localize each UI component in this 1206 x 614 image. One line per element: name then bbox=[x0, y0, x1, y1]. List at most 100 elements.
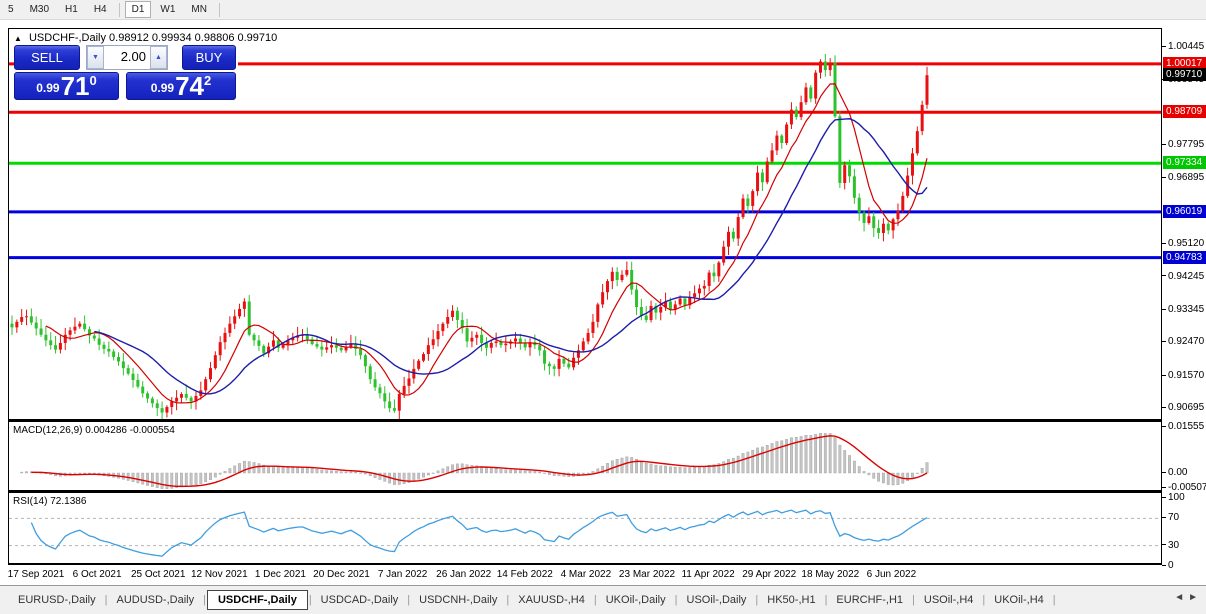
tab-separator: | bbox=[982, 594, 986, 606]
price-axis-tick: 0.92470 bbox=[1162, 336, 1204, 347]
buy-price-main: 74 bbox=[175, 71, 205, 101]
tick-value: 0.94245 bbox=[1168, 270, 1205, 282]
tick-value: 0.90695 bbox=[1168, 402, 1205, 414]
timeframe-button-m30[interactable]: M30 bbox=[29, 4, 50, 15]
symbol-tab-ukoil[interactable]: UKOil-,H4 bbox=[994, 594, 1044, 606]
date-tick-label: 6 Oct 2021 bbox=[72, 569, 122, 580]
timeframe-button-5[interactable]: 5 bbox=[8, 4, 14, 15]
symbol-tab-hk50[interactable]: HK50-,H1 bbox=[767, 594, 816, 606]
chart-window: ▲ USDCHF-,Daily 0.98912 0.99934 0.98806 … bbox=[8, 28, 1162, 565]
buy-price-display[interactable]: 0.99 74 2 bbox=[126, 72, 236, 100]
symbol-tab-eurusd[interactable]: EURUSD-,Daily bbox=[18, 594, 96, 606]
date-tick-label: 25 Oct 2021 bbox=[130, 569, 186, 580]
volume-decrease-button[interactable]: ▼ bbox=[87, 46, 104, 69]
rsi-axis-label: 100 bbox=[1162, 492, 1185, 503]
timeframe-toolbar: 5 M30 H1 H4 D1 W1 MN bbox=[0, 0, 1206, 20]
timeframe-button-h4[interactable]: H4 bbox=[93, 4, 107, 15]
symbol-tab-audusd[interactable]: AUDUSD-,Daily bbox=[116, 594, 195, 606]
symbol-tab-bar: EURUSD-,Daily | AUDUSD-,Daily | USDCHF-,Dail… bbox=[0, 585, 1206, 614]
symbol-tab-usdchf[interactable]: USDCHF-,Daily bbox=[206, 590, 308, 610]
tick-mark bbox=[1162, 406, 1166, 408]
date-tick-label: 1 Dec 2021 bbox=[254, 569, 306, 580]
date-tick-label: 7 Jan 2022 bbox=[377, 569, 428, 580]
chart-title: ▲ USDCHF-,Daily 0.98912 0.99934 0.98806 … bbox=[14, 32, 277, 44]
date-tick-label: 11 Apr 2022 bbox=[681, 569, 735, 580]
sell-price-prefix: 0.99 bbox=[36, 81, 60, 95]
hline-layer bbox=[9, 62, 1161, 260]
tick-mark bbox=[1162, 45, 1166, 47]
tab-separator: | bbox=[1052, 594, 1056, 606]
tab-scroll-left-icon[interactable]: ◄ bbox=[1174, 592, 1189, 603]
toolbar-separator bbox=[218, 2, 220, 17]
tick-value: 1.00445 bbox=[1168, 41, 1205, 52]
macd-panel[interactable]: MACD(12,26,9) 0.004286 -0.000554 bbox=[8, 420, 1162, 491]
symbol-tab-usoil[interactable]: USOil-,Daily bbox=[686, 594, 747, 606]
timeframe-button-d1[interactable]: D1 bbox=[124, 1, 152, 18]
date-tick-label: 20 Dec 2021 bbox=[313, 569, 370, 580]
price-line-badge: 0.99710 bbox=[1163, 68, 1206, 82]
symbol-tab-usdcad[interactable]: USDCAD-,Daily bbox=[320, 594, 399, 606]
timeframe-button-mn[interactable]: MN bbox=[191, 4, 207, 15]
date-tick-label: 23 Mar 2022 bbox=[618, 569, 676, 580]
rsi-axis-label: 0 bbox=[1162, 560, 1174, 571]
tab-scroll-nav: ◄► bbox=[1174, 592, 1202, 603]
sell-price-main: 71 bbox=[60, 71, 90, 101]
tab-separator: | bbox=[104, 594, 108, 606]
price-axis-tick: 0.93345 bbox=[1162, 304, 1204, 315]
macd-label: MACD(12,26,9) 0.004286 -0.000554 bbox=[13, 425, 175, 436]
price-line-badge: 0.94783 bbox=[1163, 250, 1206, 264]
macd-axis-label: 0.01555 bbox=[1162, 421, 1204, 432]
tick-value: 0.91570 bbox=[1168, 369, 1205, 381]
price-axis-tick: 1.00445 bbox=[1162, 41, 1204, 52]
rsi-panel[interactable]: RSI(14) 72.1386 bbox=[8, 491, 1162, 565]
tick-value: 0.92470 bbox=[1168, 336, 1205, 348]
one-click-trade-panel: SELL ▼ 2.00 ▲ BUY 0.99 71 0 0.99 74 2 bbox=[14, 45, 238, 101]
tick-value: 0.96895 bbox=[1168, 172, 1205, 184]
volume-increase-button[interactable]: ▲ bbox=[150, 46, 167, 69]
collapse-arrow-icon[interactable]: ▲ bbox=[14, 34, 22, 43]
rsi-chart-canvas bbox=[9, 509, 1161, 557]
tick-mark bbox=[1162, 143, 1166, 145]
rsi-axis-label: 70 bbox=[1162, 512, 1179, 523]
tab-separator: | bbox=[593, 594, 597, 606]
tick-value: 0.95120 bbox=[1168, 238, 1205, 250]
date-tick-label: 6 Jun 2022 bbox=[866, 569, 917, 580]
macd-histogram bbox=[20, 433, 929, 489]
tick-value: 0.93345 bbox=[1168, 303, 1205, 315]
timeframe-button-h1[interactable]: H1 bbox=[65, 4, 78, 15]
symbol-tab-ukoil[interactable]: UKOil-,Daily bbox=[605, 594, 666, 606]
rsi-axis-label: 30 bbox=[1162, 540, 1179, 551]
date-tick-label: 4 Mar 2022 bbox=[560, 569, 612, 580]
date-tick-label: 18 May 2022 bbox=[801, 569, 860, 580]
tick-mark bbox=[1162, 177, 1166, 179]
symbol-tab-usoil[interactable]: USOil-,H4 bbox=[923, 594, 974, 606]
tick-mark bbox=[1162, 243, 1166, 245]
symbol-tab-usdcnh[interactable]: USDCNH-,Daily bbox=[419, 594, 498, 606]
macd-chart-canvas bbox=[20, 433, 929, 489]
macd-signal-line bbox=[31, 435, 928, 488]
price-line-badge: 0.96019 bbox=[1163, 204, 1206, 218]
symbol-tab-xauusd[interactable]: XAUUSD-,H4 bbox=[518, 594, 585, 606]
price-line-badge: 1.00017 bbox=[1163, 56, 1206, 70]
price-axis-tick: 0.90695 bbox=[1162, 402, 1204, 413]
sell-button[interactable]: SELL bbox=[14, 45, 80, 70]
symbol-tab-eurchf[interactable]: EURCHF-,H1 bbox=[836, 594, 904, 606]
timeframe-button-w1[interactable]: W1 bbox=[160, 4, 176, 15]
date-tick-label: 29 Apr 2022 bbox=[742, 569, 797, 580]
volume-spinner: ▼ 2.00 ▲ bbox=[86, 45, 168, 70]
date-tick-label: 12 Nov 2021 bbox=[190, 569, 248, 580]
rsi-line bbox=[30, 509, 928, 557]
macd-axis-label: -0.00507 bbox=[1162, 482, 1206, 493]
buy-button[interactable]: BUY bbox=[182, 45, 236, 70]
sell-price-display[interactable]: 0.99 71 0 bbox=[14, 72, 119, 100]
tab-scroll-right-icon[interactable]: ► bbox=[1188, 592, 1202, 603]
buy-price-pip: 2 bbox=[204, 73, 212, 88]
volume-input[interactable]: 2.00 bbox=[120, 49, 146, 64]
candlestick-chart-canvas[interactable] bbox=[9, 29, 1161, 419]
date-axis: 17 Sep 2021 6 Oct 2021 25 Oct 2021 12 Nov 2… bbox=[8, 565, 1162, 585]
date-tick-label: 14 Feb 2022 bbox=[496, 569, 553, 580]
price-line-badge: 0.98709 bbox=[1163, 105, 1206, 119]
main-price-panel[interactable]: ▲ USDCHF-,Daily 0.98912 0.99934 0.98806 … bbox=[8, 28, 1162, 420]
tick-mark bbox=[1162, 374, 1166, 376]
tab-separator: | bbox=[824, 594, 828, 606]
